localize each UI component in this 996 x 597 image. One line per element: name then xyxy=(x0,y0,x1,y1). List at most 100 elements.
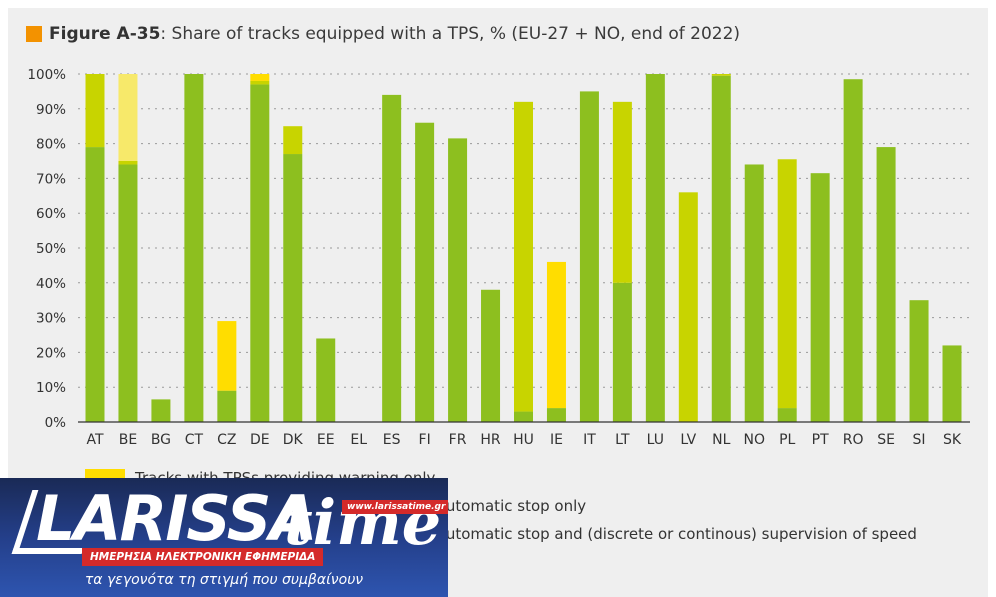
bar-segment xyxy=(810,173,830,422)
bar-segment xyxy=(514,411,533,422)
x-tick-label: ES xyxy=(383,432,401,448)
x-tick-label: IT xyxy=(583,432,596,448)
bar-segment xyxy=(579,91,599,423)
bar-at xyxy=(85,74,105,422)
bar-segment xyxy=(876,147,896,422)
bar-segment xyxy=(546,408,566,422)
bar-segment xyxy=(217,390,237,422)
bar-segment xyxy=(481,289,501,422)
x-tick-label: LT xyxy=(615,432,630,448)
bar-segment xyxy=(645,74,665,422)
bar-segment xyxy=(250,84,270,422)
bar-segment xyxy=(85,74,105,148)
bar-segment xyxy=(678,192,698,422)
logo-brand: LARISSA xyxy=(36,482,317,555)
bar-segment xyxy=(283,154,303,423)
bar-segment xyxy=(118,161,138,165)
bar-segment xyxy=(909,300,929,422)
bar-se xyxy=(876,147,896,422)
bar-bg xyxy=(151,399,171,422)
bar-si xyxy=(909,300,929,422)
y-tick-label: 60% xyxy=(36,206,66,222)
x-tick-label: EL xyxy=(350,432,367,448)
larissatime-logo-overlay: LARISSA time www.larissatime.gr ΗΜΕΡΗΣΙΑ… xyxy=(0,478,448,597)
y-tick-label: 70% xyxy=(36,171,66,187)
bar-it xyxy=(579,91,599,423)
x-tick-label: RO xyxy=(843,432,864,448)
x-tick-label: DK xyxy=(283,432,304,448)
bar-segment xyxy=(118,74,138,161)
bar-segment xyxy=(85,147,105,422)
figure-number: Figure A-35 xyxy=(49,24,161,44)
bar-segment xyxy=(744,164,764,423)
x-tick-label: EE xyxy=(317,432,335,448)
y-tick-label: 50% xyxy=(36,241,66,257)
bar-segment xyxy=(711,75,731,423)
y-tick-label: 90% xyxy=(36,102,66,118)
bar-pl xyxy=(777,159,797,422)
y-tick-label: 100% xyxy=(27,67,66,83)
bar-segment xyxy=(217,321,237,391)
bar-segment xyxy=(942,345,962,422)
bar-ee xyxy=(316,338,336,422)
x-tick-label: SE xyxy=(877,432,895,448)
bar-lu xyxy=(645,74,665,422)
x-tick-label: NL xyxy=(712,432,730,448)
x-tick-label: NO xyxy=(743,432,765,448)
bar-be xyxy=(118,74,138,423)
bar-segment xyxy=(612,282,632,422)
y-tick-label: 80% xyxy=(36,137,66,153)
bar-segment xyxy=(250,74,270,81)
title-marker-square-icon xyxy=(26,26,42,42)
bar-segment xyxy=(316,338,336,422)
x-tick-label: SI xyxy=(913,432,926,448)
bar-fi xyxy=(415,122,435,422)
x-tick-label: PT xyxy=(812,432,829,448)
x-tick-label: AT xyxy=(86,432,103,448)
bars xyxy=(85,74,962,423)
x-tick-label: CT xyxy=(185,432,204,448)
bar-lt xyxy=(612,101,632,422)
x-tick-label: PL xyxy=(779,432,795,448)
bar-segment xyxy=(448,138,468,422)
bar-segment xyxy=(612,101,632,283)
bar-segment xyxy=(118,164,138,423)
bar-pt xyxy=(810,173,830,422)
y-tick-label: 40% xyxy=(36,276,66,292)
logo-slogan: τα γεγονότα τη στιγμή που συμβαίνουν xyxy=(84,572,364,588)
x-tick-label: BE xyxy=(119,432,137,448)
bar-segment xyxy=(777,159,797,409)
x-tick-label: BG xyxy=(151,432,171,448)
bar-segment xyxy=(514,101,533,412)
bar-ie xyxy=(546,261,566,422)
bar-no xyxy=(744,164,764,423)
bar-ct xyxy=(184,74,204,422)
bar-sk xyxy=(942,345,962,422)
bar-segment xyxy=(711,74,731,76)
bar-nl xyxy=(711,74,731,423)
bar-segment xyxy=(283,126,303,155)
bar-segment xyxy=(250,80,270,85)
bar-fr xyxy=(448,138,468,422)
x-tick-label: HU xyxy=(513,432,534,448)
y-tick-label: 20% xyxy=(36,345,66,361)
x-tick-label: IE xyxy=(550,432,563,448)
bar-segment xyxy=(382,94,402,422)
y-tick-label: 10% xyxy=(36,380,66,396)
figure-title: Figure A-35 : Share of tracks equipped w… xyxy=(26,22,740,46)
bar-segment xyxy=(151,399,171,422)
logo-subtitle: ΗΜΕΡΗΣΙΑ ΗΛΕΚΤΡΟΝΙΚΗ ΕΦΗΜΕΡΙΔΑ xyxy=(82,548,324,566)
bar-lv xyxy=(678,192,698,422)
bar-cz xyxy=(217,321,237,422)
bar-dk xyxy=(283,126,303,423)
x-tick-label: DE xyxy=(250,432,270,448)
bar-es xyxy=(382,94,402,422)
bar-hu xyxy=(514,101,533,422)
bar-ro xyxy=(843,79,863,422)
x-tick-label: CZ xyxy=(217,432,236,448)
y-tick-label: 0% xyxy=(45,415,67,431)
x-axis-labels: AT BE BG CT CZ DE DK EE EL ES FI FR HR HU IE IT LT LU LV NL… xyxy=(86,432,961,448)
x-tick-label: LU xyxy=(647,432,664,448)
x-tick-label: HR xyxy=(480,432,501,448)
